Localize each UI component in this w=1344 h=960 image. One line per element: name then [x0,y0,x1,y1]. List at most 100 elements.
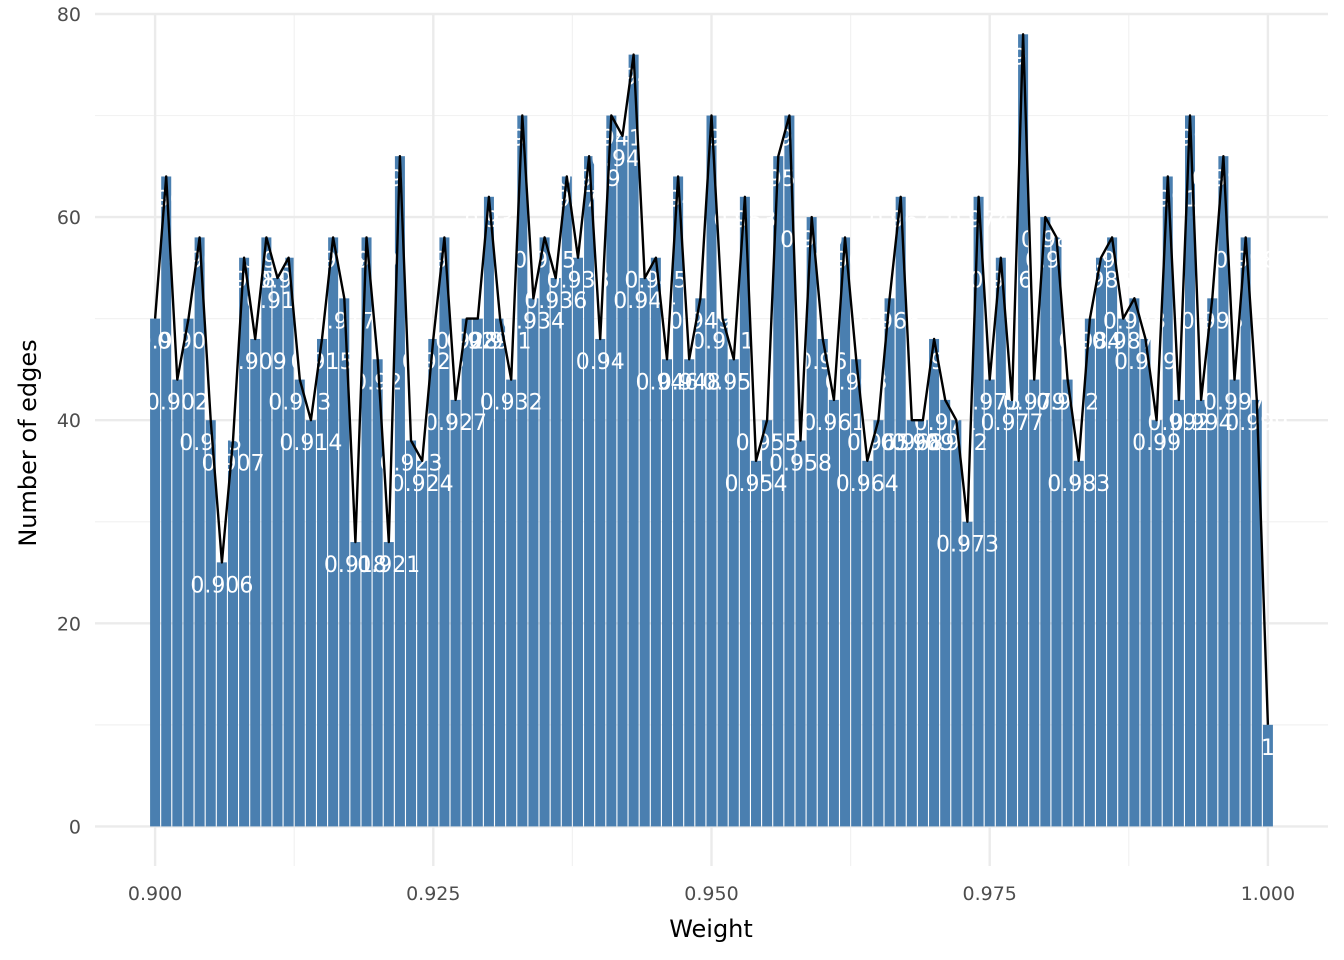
bar [684,359,695,827]
bar [172,379,183,827]
bar-label: 0.93 [464,208,513,233]
bar-label: 0.964 [836,472,899,497]
bar-label: 0.942 [591,147,654,172]
bar [194,237,205,827]
trend-line [153,33,1270,725]
y-tick-label: 60 [57,207,81,229]
bar [650,257,661,827]
y-tick-label: 80 [57,4,81,26]
trend-line-group [153,33,1270,725]
bar-label: 0.909 [224,350,287,375]
bar [639,278,650,827]
bar [350,542,361,827]
bar-label: 0.954 [725,472,788,497]
bar-label: 0.932 [480,391,543,416]
bar-label: 0.985 [1069,269,1132,294]
bar [317,338,328,827]
bar-label: 0.995 [1181,309,1244,334]
bar-label: 0.94 [576,350,625,375]
bar-label: 0.907 [201,452,264,477]
bar-label: 0.994 [1170,411,1233,436]
y-tick-label: 40 [57,410,81,432]
bars [150,34,1273,827]
bar [1006,399,1017,827]
bar [828,399,839,827]
bar-label: 0.918 [324,553,387,578]
bar [272,278,283,827]
bar-label: 0.968 [880,431,943,456]
bar-label: 0.951 [691,330,754,355]
bar-label: 0.99 [1132,431,1181,456]
bar [550,278,561,827]
bar [1062,379,1073,827]
bar-label: 0.935 [513,248,576,273]
bar [906,420,917,827]
bar-label: 0.986 [1081,248,1144,273]
bar [261,237,272,827]
bar [739,196,750,827]
x-tick-label: 0.950 [684,883,738,905]
bar-label: 1 [1261,736,1275,761]
bar [1051,237,1062,827]
bar [461,318,472,827]
bar [1240,237,1251,827]
bar [884,298,895,827]
bar [1229,379,1240,827]
bar [1118,318,1129,827]
bar [506,379,517,827]
bar [628,54,639,827]
bar [450,399,461,827]
bar-label: 0.914 [279,431,342,456]
bar [929,338,940,827]
bar [227,440,238,827]
bar [216,562,227,827]
bar-label: 0.977 [980,411,1043,436]
bar-label: 0.9 [138,330,173,355]
bar [840,237,851,827]
bar-label: 0.931 [469,330,532,355]
bar [305,420,316,827]
bar [1162,176,1173,827]
bar-label: 0.965 [847,431,910,456]
bar-label: 0.903 [157,330,220,355]
bar [984,379,995,827]
bar-label: 0.902 [146,391,209,416]
bar [784,115,795,827]
bar [161,176,172,827]
x-tick-label: 0.900 [128,883,182,905]
bar-label: 0.911 [246,289,309,314]
bar [361,237,372,827]
bar-label: 0.948 [658,370,721,395]
bar [806,217,817,827]
bar [1262,724,1273,827]
bar [1129,298,1140,827]
bar-label: 0.927 [424,411,487,436]
bar [417,460,428,827]
bar [973,196,984,827]
bar [1084,318,1095,827]
bar-label: 0.961 [802,411,865,436]
y-axis: 0 20 40 60 80 [57,4,81,838]
bar-label: 0.989 [1114,350,1177,375]
bar [595,338,606,827]
bar-label: 0.916 [302,248,365,273]
bar [1018,34,1029,827]
bar [584,156,595,827]
bar [495,318,506,827]
y-axis-title: Number of edges [14,339,42,546]
bar [773,156,784,827]
bar-label: 0.928 [435,330,498,355]
bar [606,115,617,827]
bar [439,237,450,827]
bar [205,420,216,827]
bar [951,420,962,827]
bar [895,196,906,827]
bar [995,257,1006,827]
bar-label: 0.906 [190,573,253,598]
bar [1251,399,1262,827]
bar-label: 0.915 [291,350,354,375]
bar [862,460,873,827]
bar [539,237,550,827]
bar-label: 0.96 [798,350,847,375]
